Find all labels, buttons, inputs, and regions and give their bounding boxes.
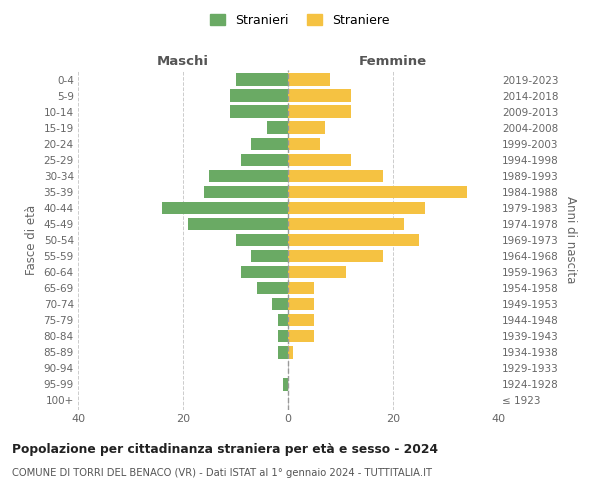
Bar xyxy=(204,186,288,198)
Bar xyxy=(230,90,288,102)
Bar xyxy=(277,314,288,326)
Text: Maschi: Maschi xyxy=(157,56,209,68)
Text: Femmine: Femmine xyxy=(359,56,427,68)
Bar xyxy=(288,154,351,166)
Bar xyxy=(277,346,288,358)
Bar xyxy=(230,106,288,118)
Bar xyxy=(288,122,325,134)
Bar xyxy=(288,90,351,102)
Bar xyxy=(288,234,419,246)
Bar xyxy=(288,346,293,358)
Bar xyxy=(288,202,425,214)
Bar xyxy=(288,186,467,198)
Text: Popolazione per cittadinanza straniera per età e sesso - 2024: Popolazione per cittadinanza straniera p… xyxy=(12,442,438,456)
Bar xyxy=(288,250,383,262)
Bar xyxy=(288,106,351,118)
Bar xyxy=(272,298,288,310)
Bar xyxy=(235,74,288,86)
Bar xyxy=(288,170,383,182)
Bar xyxy=(288,298,314,310)
Bar xyxy=(241,154,288,166)
Bar xyxy=(209,170,288,182)
Y-axis label: Fasce di età: Fasce di età xyxy=(25,205,38,275)
Legend: Stranieri, Straniere: Stranieri, Straniere xyxy=(205,8,395,32)
Bar xyxy=(251,250,288,262)
Y-axis label: Anni di nascita: Anni di nascita xyxy=(565,196,577,284)
Bar xyxy=(162,202,288,214)
Bar xyxy=(267,122,288,134)
Bar xyxy=(288,282,314,294)
Bar xyxy=(235,234,288,246)
Bar xyxy=(277,330,288,342)
Bar xyxy=(288,314,314,326)
Bar xyxy=(288,138,320,150)
Bar xyxy=(288,218,404,230)
Text: COMUNE DI TORRI DEL BENACO (VR) - Dati ISTAT al 1° gennaio 2024 - TUTTITALIA.IT: COMUNE DI TORRI DEL BENACO (VR) - Dati I… xyxy=(12,468,432,477)
Bar xyxy=(288,266,346,278)
Bar xyxy=(283,378,288,390)
Bar xyxy=(288,74,330,86)
Bar xyxy=(241,266,288,278)
Bar xyxy=(251,138,288,150)
Bar xyxy=(188,218,288,230)
Bar xyxy=(288,330,314,342)
Bar xyxy=(257,282,288,294)
